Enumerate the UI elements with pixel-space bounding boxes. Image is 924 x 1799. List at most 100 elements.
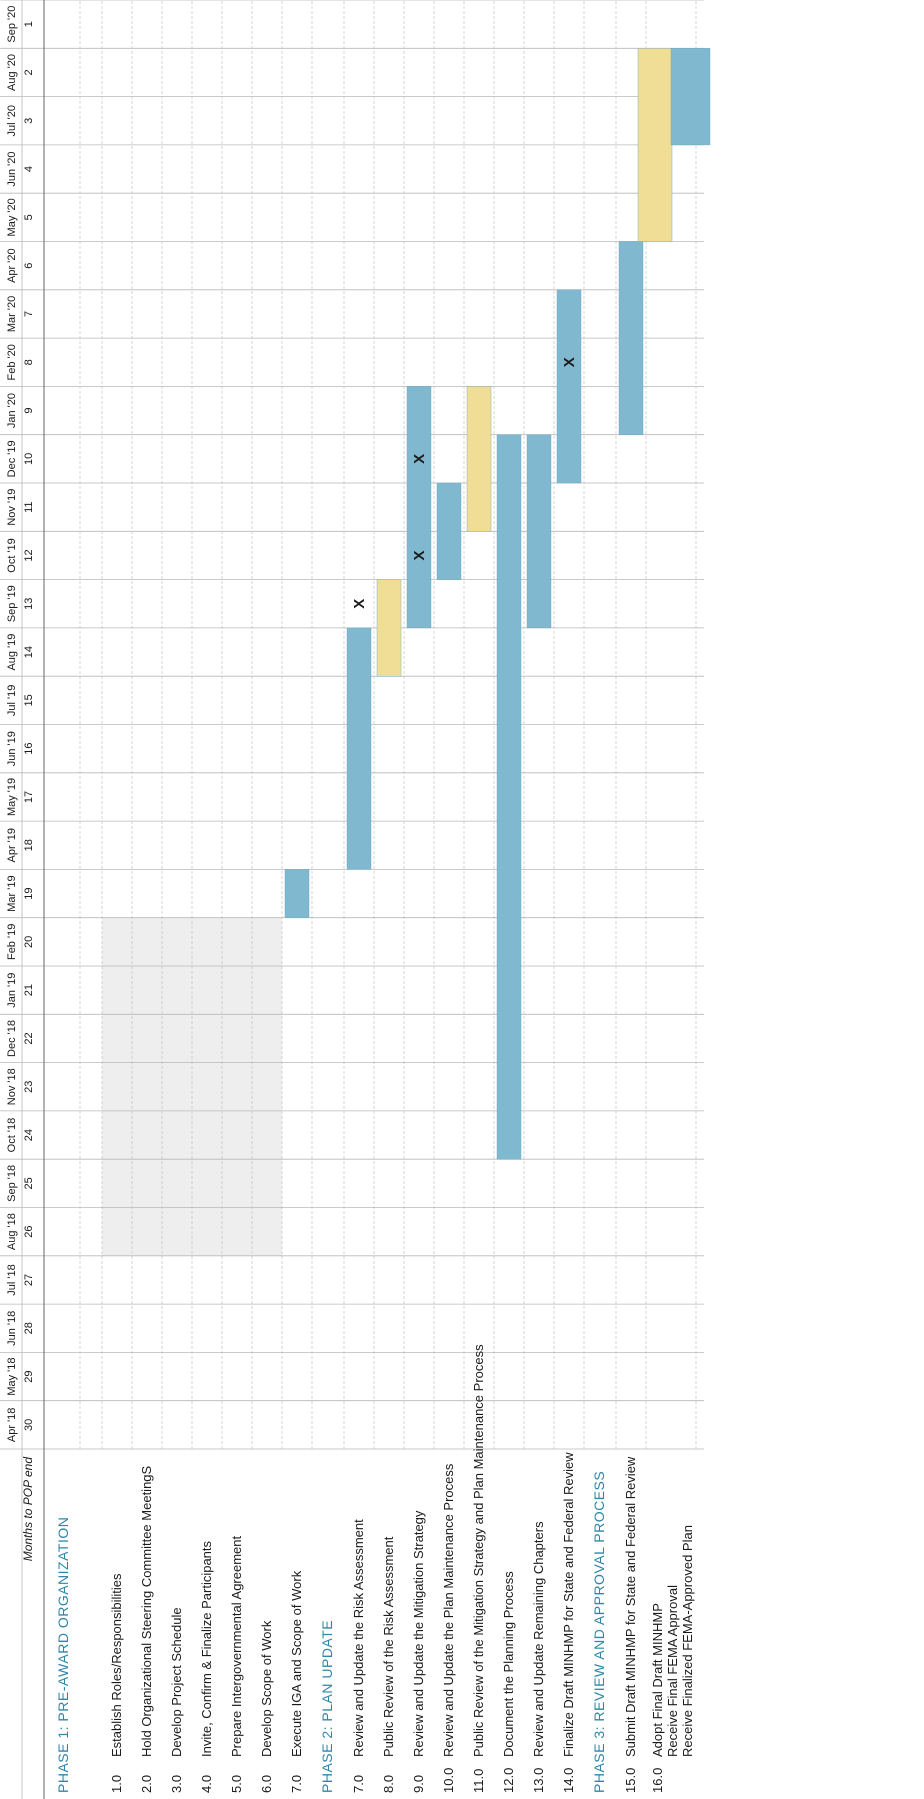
month-label: Apr '19 (6, 828, 18, 863)
month-label: Aug '19 (6, 634, 18, 671)
month-label: Jan '20 (6, 393, 18, 428)
countdown-label: 4 (23, 166, 35, 172)
countdown-label: 5 (23, 214, 35, 220)
month-label: Jun '20 (6, 151, 18, 186)
month-label: Sep '19 (6, 585, 18, 622)
task-number: 5.0 (229, 1775, 244, 1793)
task-number: 10.0 (441, 1768, 456, 1793)
shaded-cell-block (192, 917, 222, 1256)
countdown-label: 8 (23, 359, 35, 365)
task-label: Develop Project Schedule (169, 1607, 184, 1757)
month-label: Oct '18 (6, 1118, 18, 1153)
month-label: Jul '18 (6, 1264, 18, 1295)
month-label: Mar '20 (6, 296, 18, 332)
month-label: Aug '18 (6, 1213, 18, 1250)
month-label: Jun '18 (6, 1311, 18, 1346)
task-label: Review and Update the Plan Maintenance P… (441, 1463, 456, 1757)
countdown-label: 24 (23, 1129, 35, 1141)
shaded-cell-block (252, 917, 282, 1256)
task-number: 11.0 (471, 1769, 486, 1793)
milestone-x-mark: X (561, 357, 578, 367)
countdown-label: 23 (23, 1081, 35, 1093)
gantt-bar (466, 386, 492, 532)
task-label: Establish Roles/Responsibilities (109, 1573, 124, 1757)
countdown-label: 15 (23, 694, 35, 706)
task-number: 1.0 (109, 1775, 124, 1793)
month-label: Nov '19 (6, 489, 18, 526)
header-label: Months to POP end (21, 1457, 35, 1562)
countdown-label: 16 (23, 743, 35, 755)
countdown-label: 22 (23, 1032, 35, 1044)
countdown-label: 20 (23, 936, 35, 948)
countdown-label: 17 (23, 791, 35, 803)
phase-heading: PHASE 2: PLAN UPDATE (319, 1620, 335, 1793)
shaded-cell-block (132, 917, 162, 1256)
gantt-bar (346, 627, 372, 870)
countdown-label: 27 (23, 1274, 35, 1286)
task-number: 6.0 (259, 1775, 274, 1793)
milestone-x-mark: X (411, 454, 428, 464)
month-label: Jul '19 (6, 685, 18, 716)
shaded-cell-block (102, 917, 132, 1256)
countdown-label: 19 (23, 887, 35, 899)
countdown-label: 21 (23, 984, 35, 996)
shaded-cell-block (162, 917, 192, 1256)
task-label: Develop Scope of Work (259, 1620, 274, 1757)
countdown-label: 11 (23, 501, 35, 512)
task-number: 7.0 (289, 1775, 304, 1793)
countdown-label: 12 (23, 549, 35, 561)
month-label: Apr '20 (6, 248, 18, 283)
gantt-bar (406, 386, 432, 629)
countdown-label: 13 (23, 598, 35, 610)
task-number: 13.0 (531, 1768, 546, 1793)
countdown-label: 7 (23, 311, 35, 317)
phase-heading: PHASE 1: PRE-AWARD ORGANIZATION (55, 1517, 71, 1793)
shaded-cell-block (222, 917, 252, 1256)
month-label: Feb '20 (6, 344, 18, 380)
countdown-label: 1 (23, 21, 35, 27)
month-label: Jun '19 (6, 731, 18, 766)
countdown-label: 3 (23, 118, 35, 124)
task-label: Review and Update Remaining Chapters (531, 1521, 546, 1757)
task-number: 8.0 (381, 1775, 396, 1793)
countdown-label: 25 (23, 1177, 35, 1189)
task-label: Hold Organizational Steering Committee M… (139, 1465, 154, 1757)
month-label: Nov '18 (6, 1068, 18, 1105)
task-label: Adopt Final Draft MINHMP (650, 1603, 665, 1757)
month-label: Sep '18 (6, 1165, 18, 1202)
countdown-label: 28 (23, 1322, 35, 1334)
gantt-bar (436, 482, 462, 580)
milestone-x-mark: X (411, 550, 428, 560)
month-label: Feb '19 (6, 924, 18, 960)
phase-heading: PHASE 3: REVIEW AND APPROVAL PROCESS (591, 1471, 607, 1793)
task-label: Finalize Draft MINHMP for State and Fede… (561, 1452, 576, 1757)
gantt-bar (376, 579, 402, 677)
countdown-label: 26 (23, 1226, 35, 1238)
task-label: Review and Update the Risk Assessment (351, 1519, 366, 1757)
countdown-label: 30 (23, 1419, 35, 1431)
month-label: Apr '18 (6, 1408, 18, 1443)
countdown-label: 2 (23, 69, 35, 75)
task-number: 16.0 (650, 1768, 665, 1793)
gantt-bar (637, 48, 673, 242)
task-label: Review and Update the Mitigation Strateg… (411, 1510, 426, 1757)
task-label: Receive Finalized FEMA-Approved Plan (680, 1525, 695, 1757)
task-number: 7.0 (351, 1775, 366, 1793)
countdown-label: 14 (23, 646, 35, 658)
month-label: Jul '20 (6, 105, 18, 136)
task-number: 4.0 (199, 1775, 214, 1793)
month-label: May '20 (6, 198, 18, 236)
task-number: 15.0 (623, 1768, 638, 1793)
countdown-label: 6 (23, 263, 35, 269)
countdown-label: 18 (23, 839, 35, 851)
countdown-label: 29 (23, 1370, 35, 1382)
month-label: Aug '20 (6, 54, 18, 91)
task-label: Public Review of the Mitigation Strategy… (471, 1344, 486, 1757)
countdown-label: 10 (23, 453, 35, 465)
task-label: Invite, Confirm & Finalize Participants (199, 1540, 214, 1757)
task-number: 9.0 (411, 1775, 426, 1793)
month-label: Dec '19 (6, 440, 18, 477)
task-label: Execute IGA and Scope of Work (289, 1570, 304, 1757)
